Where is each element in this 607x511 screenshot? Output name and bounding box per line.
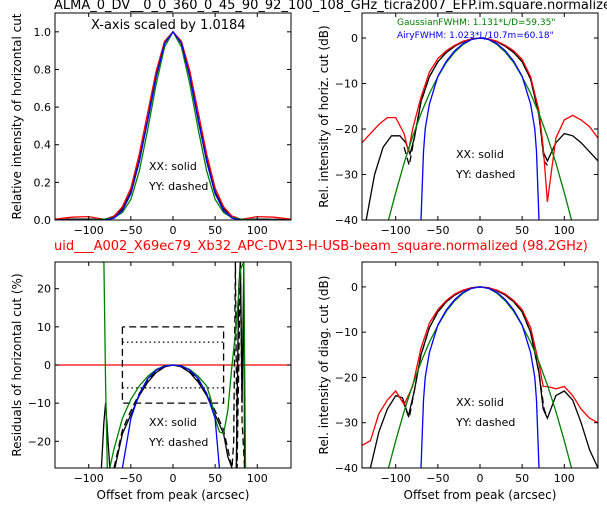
y-tick-label: 0.4 xyxy=(34,139,52,152)
x-tick-label: −50 xyxy=(426,472,449,485)
y-tick-label: −20 xyxy=(335,123,358,136)
y-tick-label: 10 xyxy=(37,321,51,334)
x-axis-label: Offset from peak (arcsec) xyxy=(97,488,250,502)
x-tick-label: 100 xyxy=(554,472,575,485)
y-tick-label: −20 xyxy=(335,371,358,384)
x-tick-label: 100 xyxy=(247,224,268,237)
panel-bottom-right: −100 −50 0 50 100 0 −10 −20 −30 −40 Rel. intensity… xyxy=(317,261,599,502)
x-tick-label: 50 xyxy=(515,224,529,237)
y-tick-label: −40 xyxy=(335,214,358,227)
y-axis-label: Rel. intensity of diag. cut (dB) xyxy=(317,276,331,455)
x-tick-label: 50 xyxy=(515,472,529,485)
x-tick-label: −100 xyxy=(74,472,104,485)
x-axis-label: Offset from peak (arcsec) xyxy=(404,488,557,502)
x-tick-label: −50 xyxy=(119,472,142,485)
fwhm-annotation: AiryFWHM: 1.023*L/10.7m=60.18" xyxy=(397,31,554,41)
series-line-7 xyxy=(121,364,221,468)
series-line-4 xyxy=(420,37,540,220)
y-tick-label: 0.2 xyxy=(34,176,52,189)
x-tick-label: −50 xyxy=(426,224,449,237)
x-tick-label: 50 xyxy=(208,472,222,485)
series-line-4 xyxy=(100,262,246,468)
y-tick-label: 0 xyxy=(351,281,358,294)
series-line-3 xyxy=(387,37,573,220)
series-line-0 xyxy=(362,286,598,468)
x-tick-label: 50 xyxy=(208,224,222,237)
legend-entry: XX: solid xyxy=(456,396,504,409)
fwhm-annotation: GaussianFWHM: 1.131*L/D=59.35" xyxy=(397,18,555,28)
x-tick-label: 0 xyxy=(170,472,177,485)
figure-subtitle: uid___A002_X69ec79_Xb32_APC-DV13-H-USB-b… xyxy=(54,239,588,254)
legend-entry: YY: dashed xyxy=(455,168,515,181)
legend-entry: YY: dashed xyxy=(148,436,208,449)
y-axis-label: Residuals of horizontal cut (%) xyxy=(10,273,24,456)
y-axis-label: Rel. intensity of horiz. cut (dB) xyxy=(317,25,331,207)
y-tick-label: 0 xyxy=(351,32,358,45)
series-line-4 xyxy=(55,30,291,220)
y-tick-label: −40 xyxy=(335,462,358,475)
y-tick-label: −10 xyxy=(28,397,51,410)
scale-annotation: X-axis scaled by 1.0184 xyxy=(91,18,246,33)
x-tick-label: −100 xyxy=(381,472,411,485)
x-tick-label: 0 xyxy=(477,472,484,485)
legend-entry: XX: solid xyxy=(456,148,504,161)
y-tick-label: 0.6 xyxy=(34,101,52,114)
legend-entry: YY: dashed xyxy=(455,416,515,429)
y-axis-label: Relative intensity of horizontal cut xyxy=(10,13,24,219)
y-tick-label: 0.8 xyxy=(34,63,52,76)
x-tick-label: −50 xyxy=(119,224,142,237)
plot-area xyxy=(362,37,598,220)
series-line-3 xyxy=(387,286,573,468)
x-tick-label: 100 xyxy=(247,472,268,485)
x-tick-label: 100 xyxy=(554,224,575,237)
panel-top-right: −100 −50 0 50 100 0 −10 −20 −30 −40 Rel. intensity… xyxy=(317,12,599,237)
y-tick-label: −30 xyxy=(335,169,358,182)
y-tick-label: 0.0 xyxy=(34,214,52,227)
legend-entry: YY: dashed xyxy=(148,180,208,193)
x-tick-label: −100 xyxy=(381,224,411,237)
y-tick-label: −10 xyxy=(335,326,358,339)
series-line-1 xyxy=(121,326,225,404)
legend-entry: XX: solid xyxy=(149,160,197,173)
y-tick-label: 20 xyxy=(37,283,51,296)
figure-title: ALMA_0_DV__0_0_360_0_45_90_92_100_108_GH… xyxy=(54,0,607,13)
plot-area xyxy=(362,286,598,468)
x-tick-label: −100 xyxy=(74,224,104,237)
panel-top-left: −100 −50 0 50 100 0.0 0.2 0.4 0.6 0.8 1.0 Relative … xyxy=(10,12,292,237)
legend-entry: XX: solid xyxy=(149,416,197,429)
y-tick-label: 0 xyxy=(44,359,51,372)
series-line-1 xyxy=(403,37,548,166)
y-tick-label: −30 xyxy=(335,417,358,430)
plot-area xyxy=(55,262,291,468)
x-tick-label: 0 xyxy=(477,224,484,237)
y-tick-label: −10 xyxy=(335,78,358,91)
series-line-5 xyxy=(113,262,246,468)
y-tick-label: −20 xyxy=(28,435,51,448)
x-tick-label: 0 xyxy=(170,224,177,237)
series-line-4 xyxy=(420,286,540,468)
y-tick-label: 1.0 xyxy=(34,26,52,39)
plot-area xyxy=(55,30,291,220)
